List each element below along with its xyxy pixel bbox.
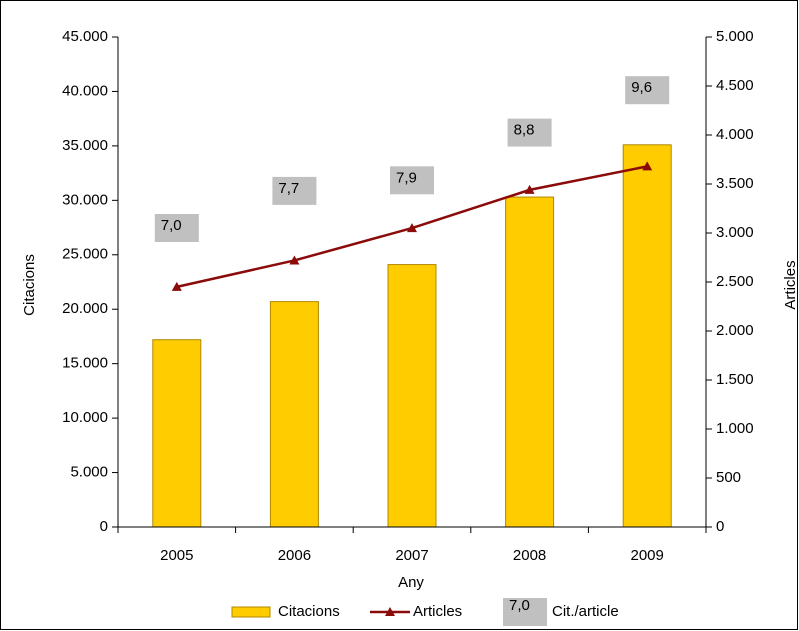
y2-tick-label: 4.500 [716, 77, 754, 94]
line-marker [289, 255, 300, 265]
y-axis-title: Citacions [21, 254, 38, 316]
y-tick-label: 15.000 [62, 355, 108, 372]
ratio-label-box [625, 76, 670, 105]
y-tick-label: 25.000 [62, 246, 108, 263]
line-marker [642, 161, 653, 171]
y-tick-label: 0 [100, 518, 108, 535]
ratio-label: 9,6 [631, 79, 652, 96]
ratio-label-box [507, 118, 552, 147]
y-tick-label: 5.000 [70, 464, 108, 481]
line-marker [171, 281, 182, 291]
y2-tick-label: 0 [716, 518, 724, 535]
y-tick-label: 30.000 [62, 191, 108, 208]
x-tick-label: 2008 [513, 547, 546, 564]
ratio-label-box [154, 214, 199, 242]
y2-tick-label: 1.500 [716, 371, 754, 388]
x-axis-title: Any [398, 574, 424, 591]
y2-tick-label: 500 [716, 469, 741, 486]
line-marker [524, 184, 535, 194]
bar [622, 144, 672, 528]
legend-sample: 7,0 [509, 597, 530, 614]
y2-tick-label: 4.000 [716, 126, 754, 143]
ratio-label: 8,8 [514, 122, 535, 139]
y-tick-label: 40.000 [62, 82, 108, 99]
bar [152, 339, 202, 528]
bar [505, 196, 555, 528]
y2-tick-label: 3.500 [716, 175, 754, 192]
x-tick-label: 2009 [631, 547, 664, 564]
legend-swatch [231, 606, 271, 618]
y-tick-label: 20.000 [62, 300, 108, 317]
x-tick-label: 2007 [395, 547, 428, 564]
y-tick-label: 10.000 [62, 409, 108, 426]
bar [269, 301, 319, 528]
line-marker [407, 223, 417, 233]
y-tick-label: 45.000 [62, 28, 108, 45]
y-tick-label: 35.000 [62, 137, 108, 154]
y2-tick-label: 2.000 [716, 322, 754, 339]
ratio-label-box [272, 176, 317, 205]
legend-label: Citacions [278, 603, 340, 620]
legend-swatch [385, 607, 395, 616]
ratio-label: 7,9 [396, 169, 417, 186]
legend-swatch [503, 598, 547, 626]
ratio-label: 7,0 [161, 217, 182, 234]
x-tick-label: 2006 [278, 547, 311, 564]
y2-axis-title: Articles [782, 260, 799, 309]
y2-tick-label: 1.000 [716, 420, 754, 437]
y2-tick-label: 3.000 [716, 224, 754, 241]
bar [387, 264, 437, 528]
legend-label: Articles [413, 603, 462, 620]
ratio-label: 7,7 [278, 180, 299, 197]
y2-tick-label: 2.500 [716, 273, 754, 290]
y2-tick-label: 5.000 [716, 28, 754, 45]
x-tick-label: 2005 [160, 547, 193, 564]
ratio-label-box [390, 166, 434, 195]
legend-label: Cit./article [552, 603, 619, 620]
